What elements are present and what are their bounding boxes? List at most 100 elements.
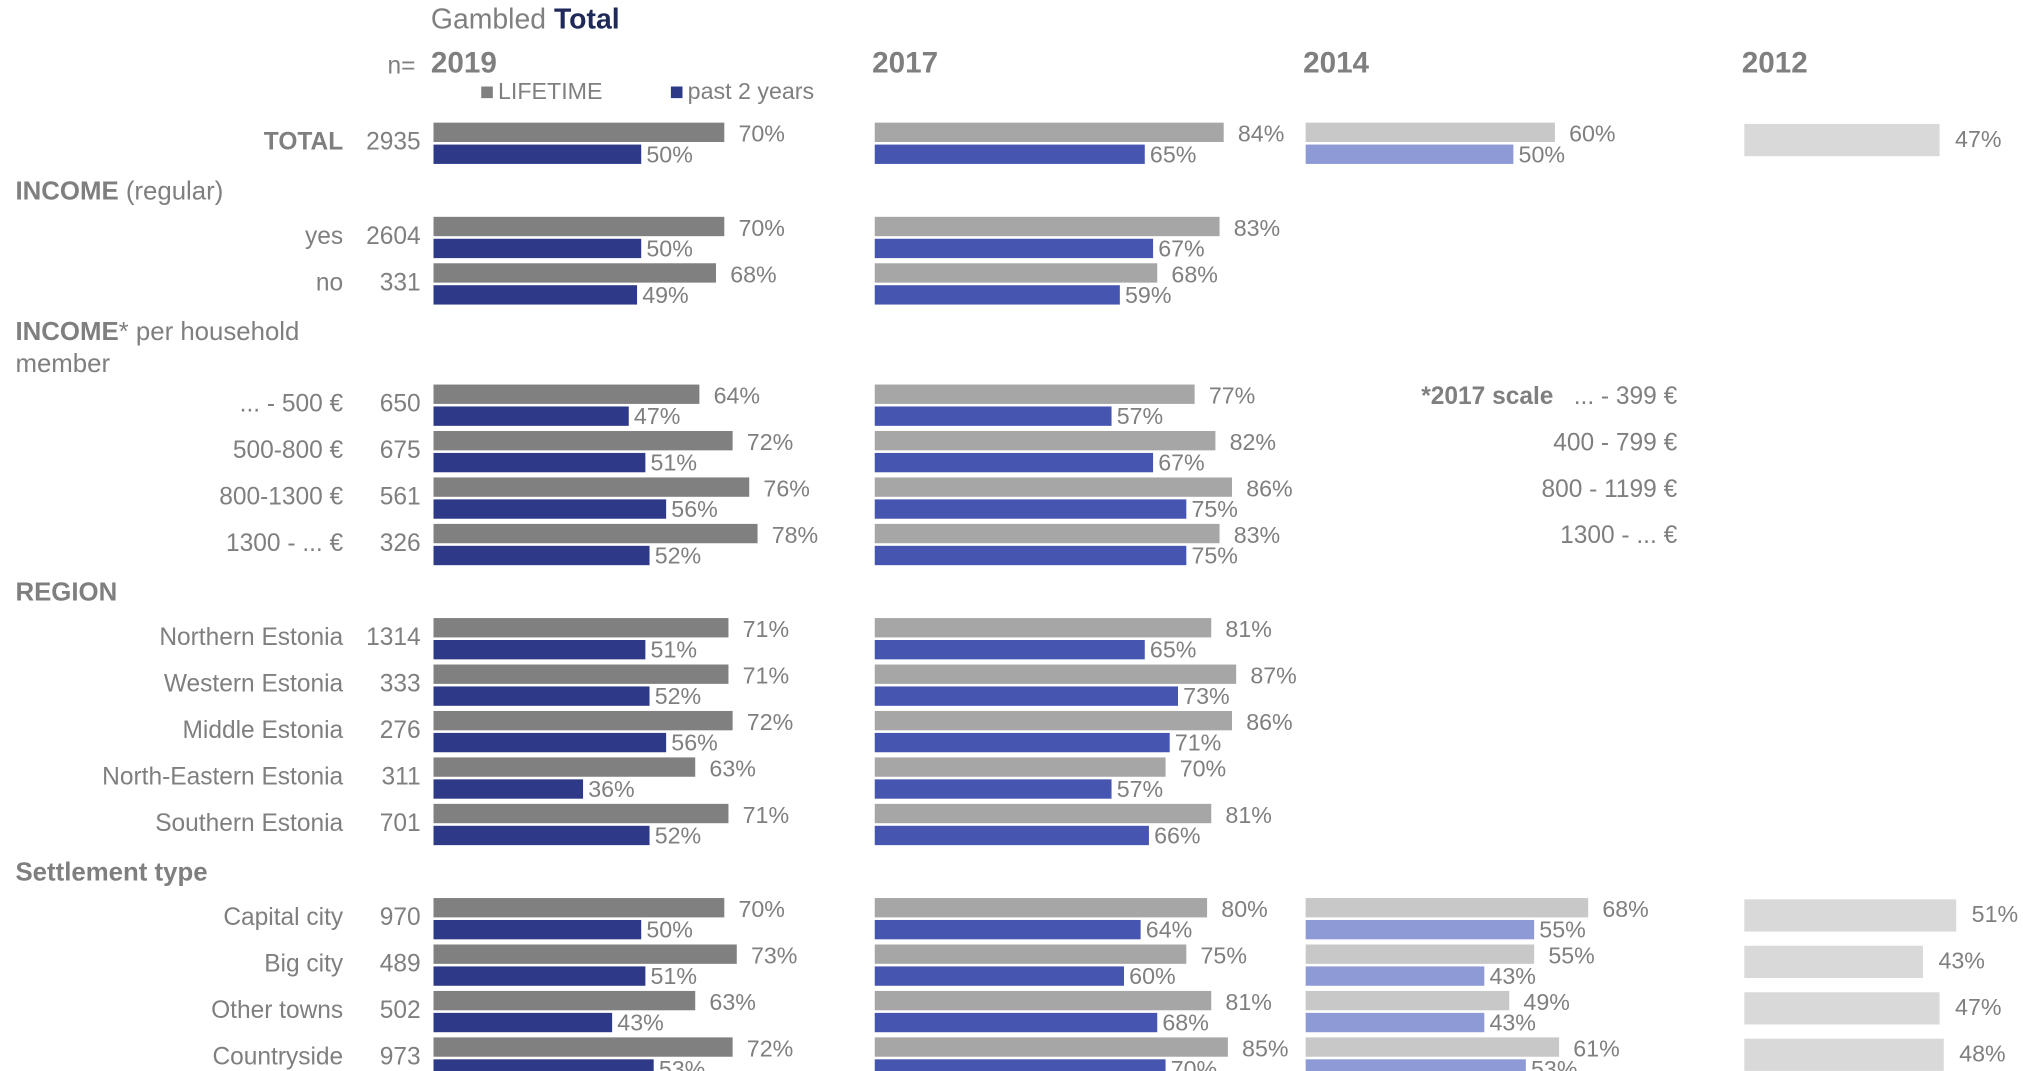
- value-label: 63%: [709, 989, 755, 1015]
- value-label: 55%: [1539, 917, 1585, 943]
- value-label: 67%: [1158, 236, 1204, 262]
- bar-past2: [874, 825, 1149, 846]
- value-label: 50%: [646, 917, 692, 943]
- section-subtitle: * per household: [119, 318, 300, 346]
- section-title: REGION: [15, 578, 117, 606]
- section-title: INCOME: [15, 177, 118, 205]
- bar-past2: [874, 966, 1125, 986]
- value-label: 50%: [1519, 141, 1565, 167]
- value-label: 87%: [1250, 663, 1296, 689]
- value-label: 52%: [655, 543, 701, 569]
- value-label: 57%: [1117, 776, 1163, 802]
- bar-lifetime: [1744, 992, 1940, 1025]
- bar-past2: [874, 545, 1187, 566]
- value-label: 43%: [1489, 963, 1535, 989]
- value-label: 72%: [747, 709, 793, 735]
- section-subtitle: member: [15, 350, 110, 378]
- value-label: 51%: [651, 450, 697, 476]
- bar-lifetime: [1744, 123, 1940, 157]
- bar-lifetime: [1305, 944, 1535, 964]
- row-n: 701: [380, 810, 421, 837]
- row-n: 650: [380, 391, 421, 418]
- value-label: 73%: [751, 943, 797, 969]
- scale-item: ... - 399 €: [1574, 383, 1678, 410]
- value-label: 48%: [1959, 1041, 2005, 1067]
- value-label: 75%: [1191, 543, 1237, 569]
- title: Gambled: [431, 3, 546, 35]
- row-label: Western Estonia: [164, 671, 344, 698]
- value-label: 60%: [1569, 121, 1615, 147]
- bar-past2: [433, 919, 642, 940]
- bar-past2: [433, 452, 646, 473]
- value-label: 51%: [651, 637, 697, 663]
- section-header: REGION: [15, 578, 117, 606]
- value-label: 52%: [655, 683, 701, 709]
- bar-past2: [874, 238, 1154, 259]
- bar-lifetime: [433, 216, 725, 237]
- bar-past2: [433, 144, 642, 164]
- year-label: 2017: [872, 46, 938, 79]
- bar-past2: [874, 1012, 1158, 1033]
- bar-past2: [874, 1059, 1166, 1071]
- value-label: 83%: [1234, 215, 1280, 241]
- bar-past2: [874, 499, 1187, 519]
- bar-lifetime: [874, 710, 1233, 731]
- value-label: 84%: [1238, 121, 1284, 147]
- value-label: 70%: [1180, 755, 1226, 781]
- bar-past2: [874, 285, 1120, 305]
- n-label: n=: [388, 53, 416, 80]
- value-label: 71%: [1175, 730, 1221, 756]
- row-n: 311: [382, 764, 421, 791]
- row-n: 973: [380, 1043, 421, 1070]
- value-label: 55%: [1548, 943, 1594, 969]
- value-label: 56%: [671, 730, 717, 756]
- bar-past2: [874, 640, 1145, 660]
- bar-past2: [433, 640, 646, 660]
- row-label: 800-1300 €: [219, 484, 343, 511]
- bar-lifetime: [874, 944, 1187, 964]
- value-label: 59%: [1125, 282, 1171, 308]
- legend-label: LIFETIME: [498, 78, 603, 104]
- bar-lifetime: [874, 216, 1220, 237]
- value-label: 85%: [1242, 1035, 1288, 1061]
- bar-lifetime: [874, 757, 1166, 777]
- row-n: 675: [380, 437, 421, 464]
- value-label: 43%: [1489, 1010, 1535, 1036]
- value-label: 70%: [1171, 1056, 1217, 1071]
- value-label: 47%: [1955, 994, 2001, 1020]
- bar-past2: [433, 1059, 654, 1071]
- value-label: 81%: [1225, 802, 1271, 828]
- value-label: 68%: [1162, 1010, 1208, 1036]
- bar-past2: [1305, 919, 1535, 940]
- row-label: Middle Estonia: [182, 717, 343, 744]
- bar-past2: [1305, 1012, 1485, 1033]
- bar-lifetime: [1305, 898, 1589, 918]
- bar-lifetime: [874, 122, 1224, 142]
- bar-past2: [433, 238, 642, 259]
- value-label: 86%: [1246, 475, 1292, 501]
- value-label: 82%: [1230, 429, 1276, 455]
- value-label: 36%: [588, 776, 634, 802]
- value-label: 51%: [1972, 901, 2018, 927]
- value-label: 70%: [738, 121, 784, 147]
- row-n: 2604: [366, 223, 421, 250]
- bar-lifetime: [874, 990, 1212, 1011]
- row-n: 489: [380, 951, 421, 978]
- row-n: 333: [380, 671, 421, 698]
- bar-lifetime: [874, 1037, 1228, 1057]
- bar-past2: [1305, 966, 1485, 986]
- bar-past2: [874, 919, 1141, 940]
- bar-lifetime: [433, 430, 733, 451]
- value-label: 67%: [1158, 450, 1204, 476]
- chart-title: Gambled Total: [431, 3, 620, 35]
- row-label: no: [316, 269, 343, 296]
- bar-past2: [433, 499, 667, 519]
- scale-item: 400 - 799 €: [1553, 429, 1677, 456]
- section-header: INCOME* per household: [15, 318, 299, 346]
- value-label: 70%: [738, 896, 784, 922]
- row-label: Capital city: [223, 904, 344, 931]
- bar-past2: [433, 1012, 613, 1033]
- bar-lifetime: [874, 263, 1158, 283]
- row-label: TOTAL: [264, 129, 343, 156]
- value-label: 61%: [1573, 1035, 1619, 1061]
